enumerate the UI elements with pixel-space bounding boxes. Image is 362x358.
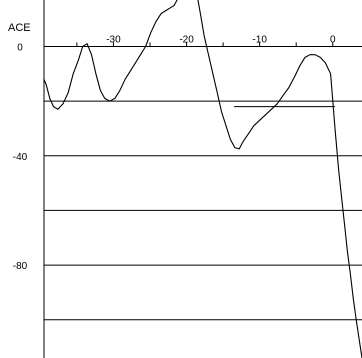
y-tick-labels: 0 -40 -80 [13, 42, 28, 272]
gridlines [44, 100, 362, 321]
plot-area [43, 0, 362, 358]
y-tick-label-80: -80 [13, 261, 28, 272]
y-tick-label-40: -40 [13, 152, 28, 163]
x-tick-label-20: -20 [179, 34, 194, 45]
x-axis: -30 -20 -10 0 [44, 34, 362, 47]
x-tick-label-0: 0 [330, 34, 336, 45]
x-tick-label-10: -10 [252, 34, 267, 45]
x-tick-label-30: -30 [106, 34, 121, 45]
series-line-0 [43, 0, 362, 358]
y-axis-label: ACE [8, 22, 31, 34]
y-tick-label-0: 0 [17, 42, 23, 53]
